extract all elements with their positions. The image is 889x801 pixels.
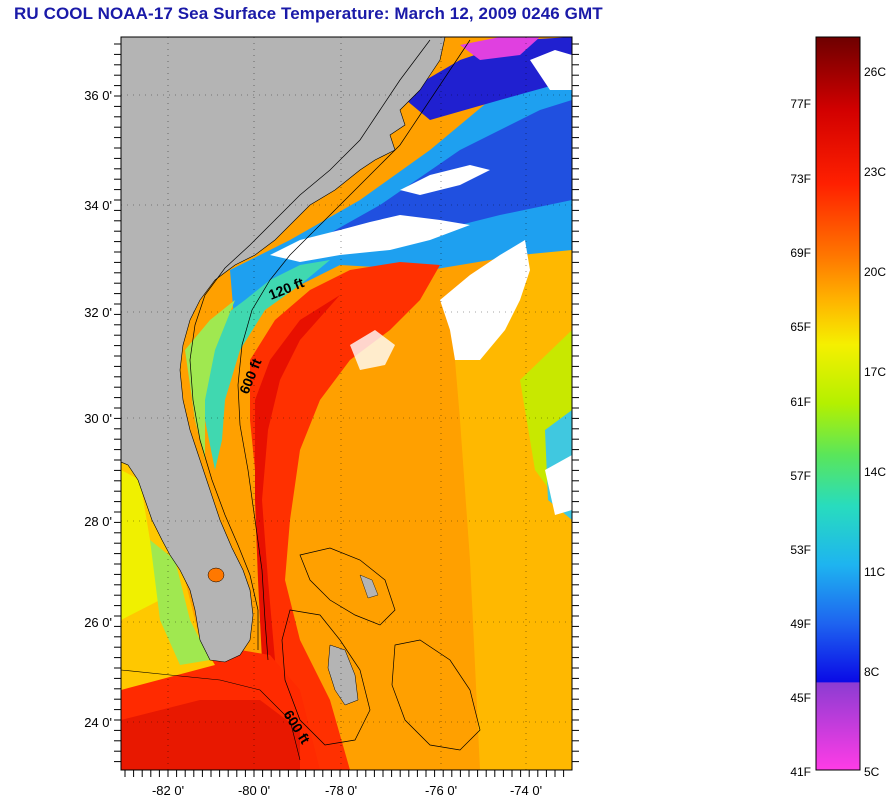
colorbar-fahrenheit-labels: 77F 73F 69F 65F 61F 57F 53F 49F 45F 41F — [790, 97, 811, 779]
cb-c-5: 5C — [864, 765, 880, 779]
cb-c-8: 8C — [864, 665, 880, 679]
florida-keys-contour — [121, 669, 301, 761]
cb-f-73: 73F — [790, 172, 811, 186]
land-mass — [121, 37, 446, 663]
longitude-labels: -82 0' -80 0' -78 0' -76 0' -74 0' — [152, 783, 542, 798]
cloud-patch — [400, 165, 490, 195]
lat-label-30: 30 0' — [84, 411, 112, 426]
mid-shelf-band — [205, 260, 330, 470]
cloud-patch — [545, 455, 572, 515]
cb-f-61: 61F — [790, 395, 811, 409]
bahamas-island — [359, 574, 379, 599]
bahamas-bank-contour — [299, 547, 396, 626]
cloud-patch — [530, 50, 572, 90]
cb-f-45: 45F — [790, 691, 811, 705]
lon-label-82: -82 0' — [152, 783, 184, 798]
lat-label-36: 36 0' — [84, 88, 112, 103]
cb-f-41: 41F — [790, 765, 811, 779]
bathymetry-contour-120ft — [189, 39, 431, 650]
bahamas-island — [327, 644, 359, 706]
sst-map — [121, 37, 572, 770]
lat-label-26: 26 0' — [84, 615, 112, 630]
gulf-shelf-green — [150, 540, 210, 665]
lon-label-78: -78 0' — [325, 783, 357, 798]
map-frame — [120, 36, 573, 771]
cb-c-26: 26C — [864, 65, 886, 79]
graticule — [121, 37, 572, 770]
cb-f-77: 77F — [790, 97, 811, 111]
gulf-shelf-yellow — [121, 470, 160, 620]
lat-label-24: 24 0' — [84, 715, 112, 730]
cb-c-17: 17C — [864, 365, 886, 379]
cb-c-23: 23C — [864, 165, 886, 179]
lat-label-34: 34 0' — [84, 198, 112, 213]
florida-straits-core — [121, 700, 300, 770]
cb-c-14: 14C — [864, 465, 886, 479]
bahamas-bank-contour — [391, 639, 481, 751]
axis-ticks — [114, 43, 579, 777]
bathymetry-contour-600ft — [237, 39, 471, 661]
cb-c-20: 20C — [864, 265, 886, 279]
lat-label-28: 28 0' — [84, 514, 112, 529]
lon-label-80: -80 0' — [238, 783, 270, 798]
cloud-band-north — [270, 215, 470, 262]
gulf-stream-current — [250, 262, 440, 770]
cb-f-57: 57F — [790, 469, 811, 483]
cb-f-49: 49F — [790, 617, 811, 631]
cloud-patch-offshore — [440, 240, 530, 360]
nearshore-shelf-band — [185, 300, 235, 460]
lon-label-76: -76 0' — [425, 783, 457, 798]
cold-northern-water — [400, 37, 572, 120]
cb-f-69: 69F — [790, 246, 811, 260]
colorbar-celsius-labels: 26C 23C 20C 17C 14C 11C 8C 5C — [864, 65, 886, 779]
coldest-water-patch — [460, 37, 540, 60]
map-title: RU COOL NOAA-17 Sea Surface Temperature:… — [14, 4, 603, 23]
cb-c-11: 11C — [864, 565, 885, 579]
latitude-labels: 36 0' 34 0' 32 0' 30 0' 28 0' 26 0' 24 0… — [84, 88, 112, 730]
cb-f-65: 65F — [790, 320, 811, 334]
cloud-patch — [350, 330, 395, 370]
bahamas-bank-contour — [281, 609, 371, 746]
lake-okeechobee — [207, 567, 225, 583]
lat-label-32: 32 0' — [84, 305, 112, 320]
temperature-colorbar — [815, 36, 861, 771]
cb-f-53: 53F — [790, 543, 811, 557]
lon-label-74: -74 0' — [510, 783, 542, 798]
